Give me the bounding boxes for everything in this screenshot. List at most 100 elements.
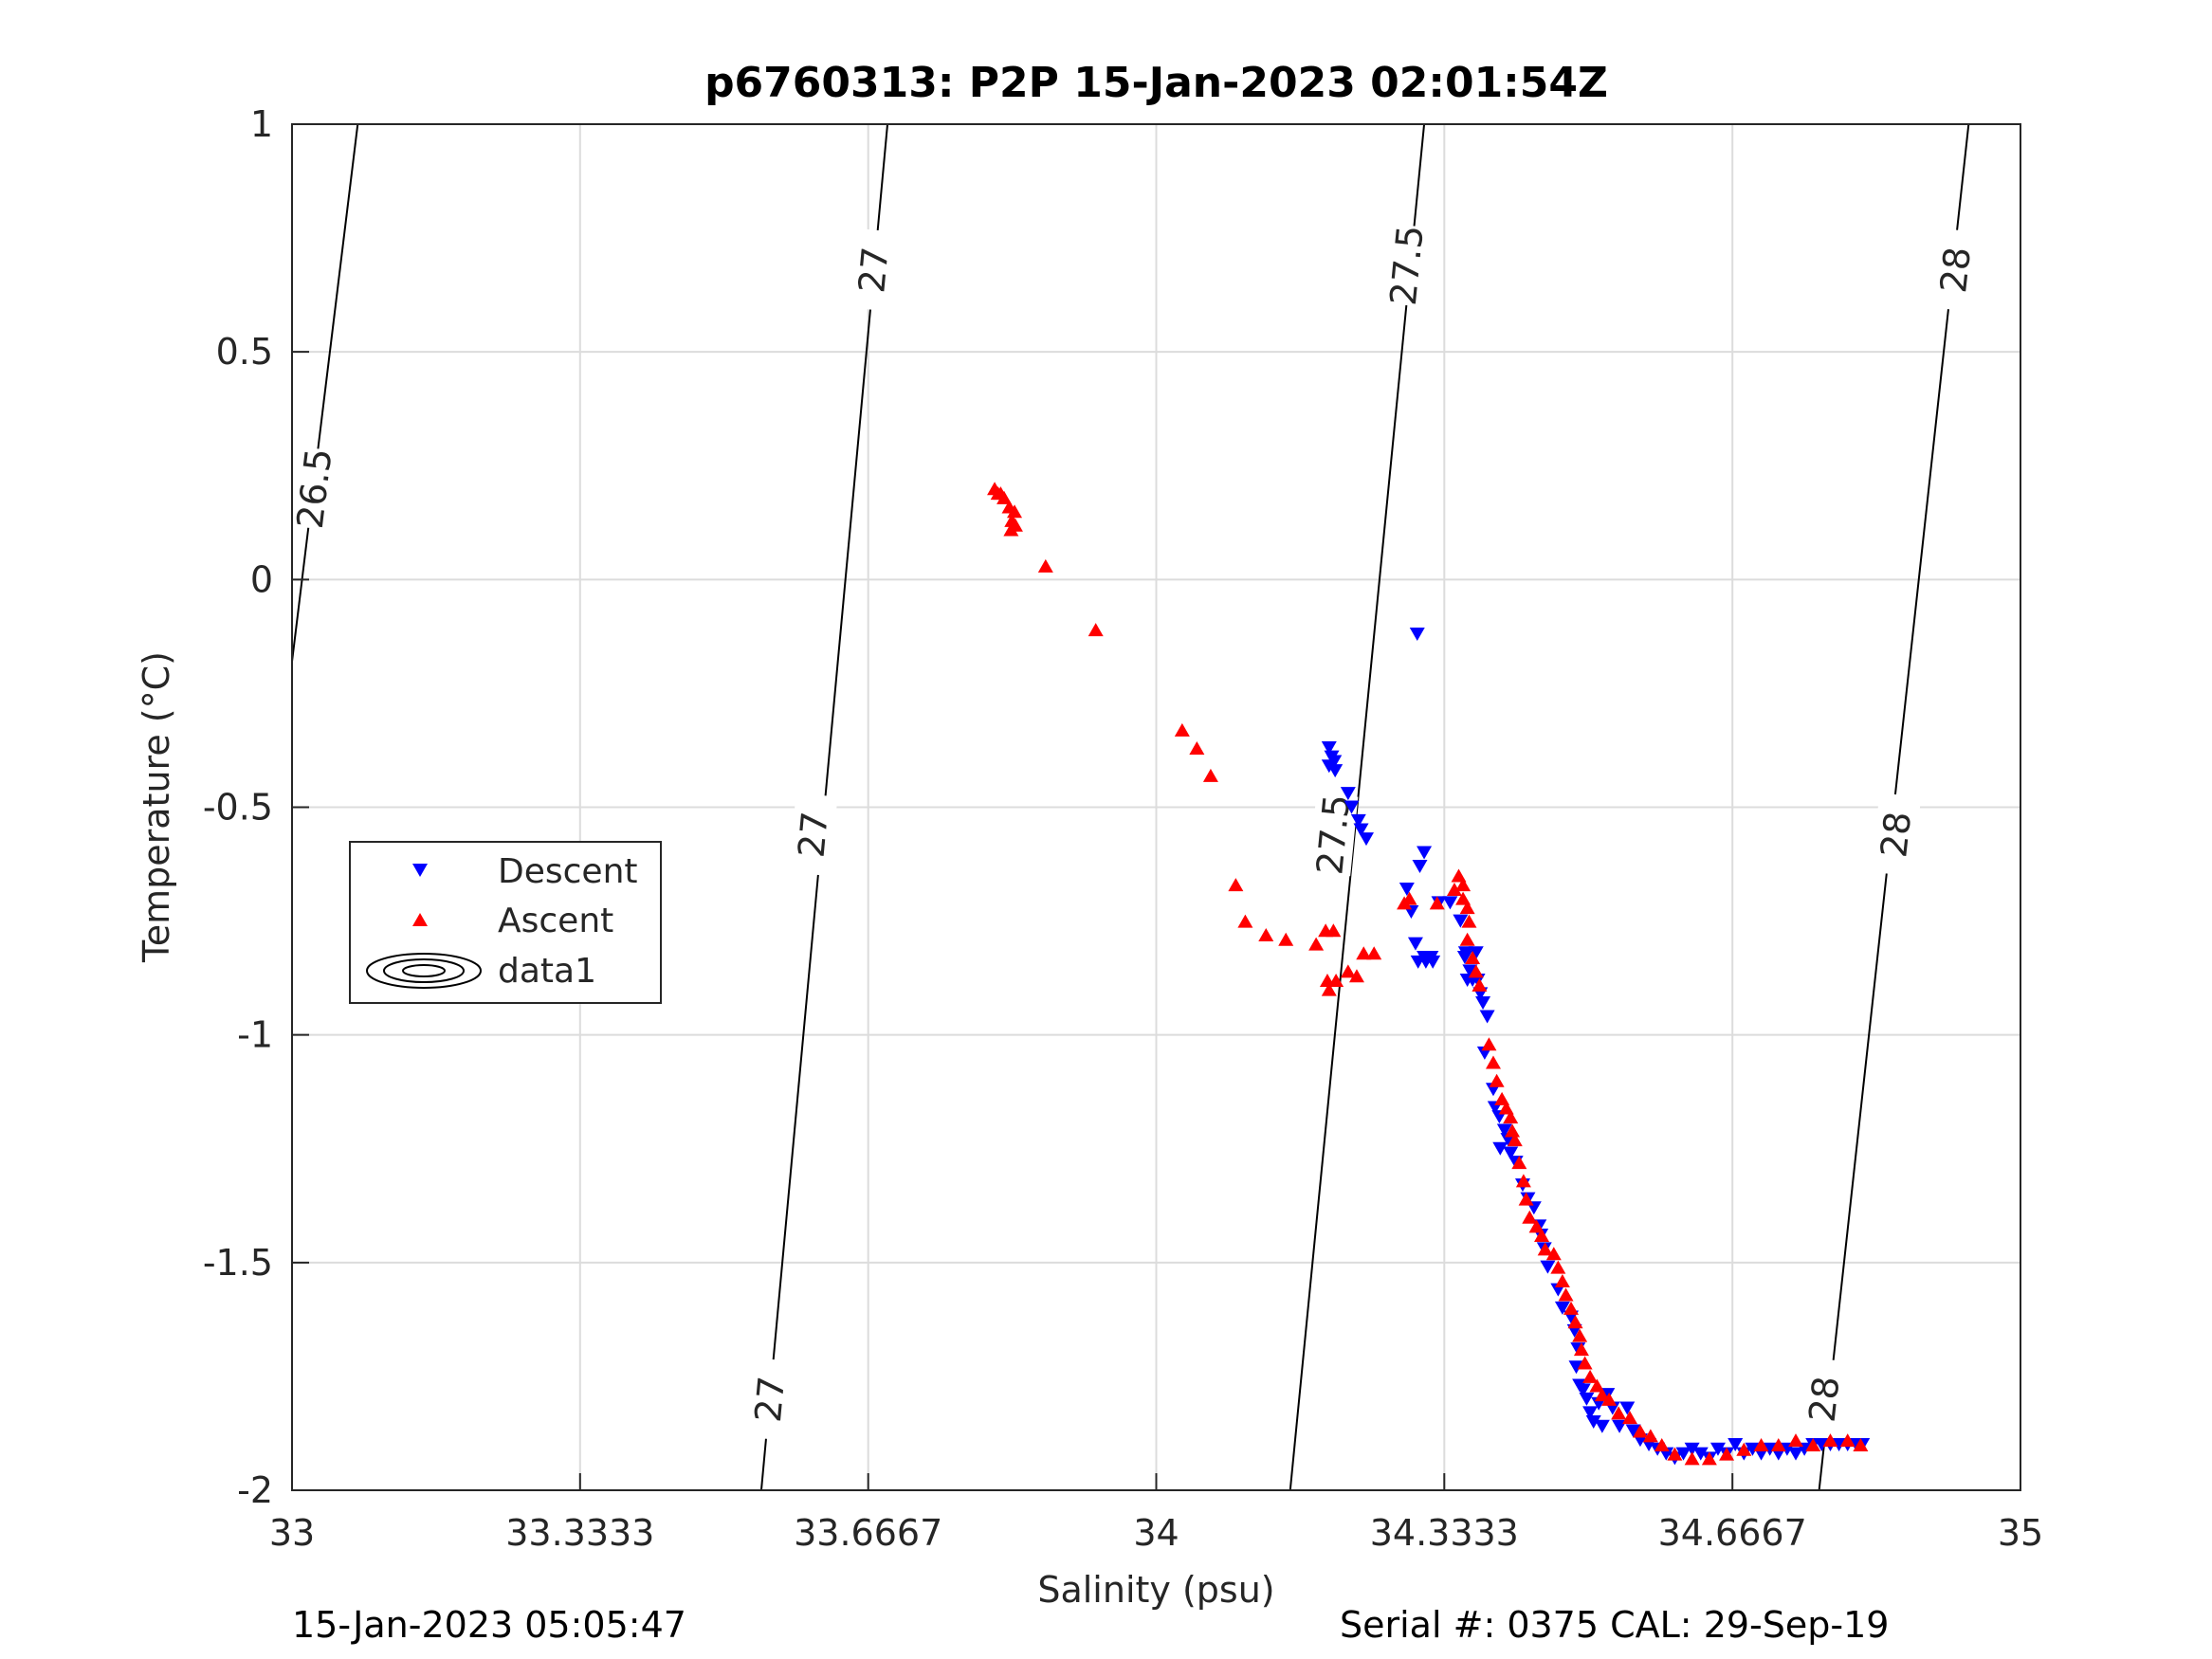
ascent-point — [1328, 974, 1344, 988]
descent-point — [1625, 1424, 1641, 1438]
descent-point — [1462, 964, 1478, 978]
contour-label-background — [788, 793, 838, 877]
ascent-point — [1494, 1091, 1510, 1105]
contour-label-background — [1871, 793, 1922, 877]
descent-point — [1619, 1401, 1636, 1415]
ascent-point — [1518, 1192, 1534, 1206]
y-tick-label: -0.5 — [203, 787, 273, 829]
descent-point — [1442, 896, 1458, 910]
ascent-point — [1642, 1429, 1658, 1443]
ascent-point — [1839, 1433, 1856, 1448]
descent-point — [1350, 813, 1366, 828]
ascent-point — [1511, 1156, 1527, 1170]
ascent-point — [1468, 964, 1484, 978]
ascent-point — [1684, 1451, 1700, 1466]
ascent-point — [1572, 1328, 1588, 1342]
contour-label-background — [1799, 1357, 1850, 1442]
descent-point — [1540, 1260, 1556, 1274]
ascent-point — [1545, 1247, 1562, 1261]
x-tick-label: 35 — [1998, 1512, 2043, 1554]
descent-point — [1468, 946, 1484, 960]
contour-label: 28 — [1873, 810, 1919, 860]
ascent-point — [1554, 1274, 1570, 1288]
descent-point — [1327, 764, 1344, 778]
ascent-point — [1366, 946, 1382, 960]
descent-point — [1788, 1447, 1804, 1461]
descent-point — [1496, 1123, 1512, 1138]
descent-point — [1321, 741, 1337, 756]
ascent-point — [1007, 504, 1023, 519]
ascent-point — [1667, 1447, 1683, 1461]
ascent-point — [1321, 982, 1337, 996]
descent-point — [1407, 937, 1423, 951]
data-series — [987, 482, 1871, 1466]
ascent-point — [1003, 522, 1019, 537]
descent-point — [1479, 1010, 1495, 1024]
descent-point — [1492, 1141, 1508, 1156]
ascent-point — [1594, 1388, 1610, 1402]
ascent-point — [1788, 1433, 1804, 1448]
chart-title: p6760313: P2P 15-Jan-2023 02:01:54Z — [704, 59, 1608, 107]
legend-ascent-marker — [412, 913, 428, 926]
descent-point — [1684, 1442, 1700, 1456]
descent-point — [1398, 882, 1415, 896]
contour-label: 28 — [1932, 245, 1979, 295]
ascent-point — [1401, 891, 1417, 905]
ascent-point — [1753, 1437, 1769, 1451]
ascent-point — [1507, 1133, 1523, 1147]
x-axis-label: Salinity (psu) — [1037, 1569, 1274, 1611]
contour-label: 28 — [1801, 1375, 1848, 1425]
ascent-point — [1325, 923, 1342, 938]
legend-ascent-label: Ascent — [498, 902, 613, 940]
contour-label: 26.5 — [289, 447, 340, 531]
footer-timestamp: 15-Jan-2023 05:05:47 — [292, 1604, 686, 1646]
descent-point — [1692, 1447, 1709, 1461]
footer-serial: Serial #: 0375 CAL: 29-Sep-19 — [1340, 1604, 1890, 1646]
descent-point — [1582, 1406, 1599, 1420]
x-tick-label: 34.6667 — [1658, 1512, 1807, 1554]
x-tick-label: 34 — [1133, 1512, 1179, 1554]
contour-line — [291, 123, 359, 662]
x-tick-label: 33 — [269, 1512, 315, 1554]
descent-point — [1568, 1360, 1584, 1375]
ascent-point — [996, 490, 1013, 504]
legend-descent-marker — [412, 864, 428, 877]
ascent-point — [1481, 1037, 1497, 1051]
descent-point — [1453, 914, 1469, 928]
ascent-point — [1822, 1433, 1838, 1448]
ascent-point — [1489, 1073, 1505, 1087]
ascent-point — [1459, 932, 1475, 946]
contour-label: 27 — [791, 810, 836, 859]
legend-data1-label: data1 — [498, 952, 596, 991]
descent-point — [1456, 951, 1472, 965]
y-tick-label: 0.5 — [216, 331, 273, 373]
descent-point — [1579, 1392, 1595, 1406]
ascent-point — [1550, 1260, 1566, 1274]
ascent-point — [1505, 1123, 1521, 1138]
descent-point — [1675, 1447, 1691, 1461]
ascent-point — [1429, 896, 1445, 910]
descent-point — [1745, 1442, 1761, 1456]
descent-point — [1358, 832, 1374, 847]
axis-ticks: 33 33.3333 33.6667 34 34.3333 34.6667 35 -2 -1.5… — [203, 103, 2043, 1554]
ascent-point — [1446, 882, 1462, 896]
ascent-point — [1356, 946, 1372, 960]
ascent-point — [1237, 914, 1253, 928]
contour-label: 27 — [747, 1375, 793, 1424]
ascent-point — [1522, 1210, 1538, 1224]
ascent-point — [1589, 1378, 1605, 1393]
ascent-point — [1736, 1442, 1752, 1456]
ascent-point — [1654, 1437, 1670, 1451]
descent-point — [1425, 955, 1441, 969]
ascent-point — [1582, 1369, 1599, 1383]
y-tick-label: 1 — [250, 103, 273, 145]
contour-label: 27.5 — [1382, 224, 1432, 307]
contour-label: 27 — [850, 246, 896, 295]
legend-box — [349, 841, 662, 1004]
contour-label-background — [1308, 793, 1359, 877]
ascent-point — [1558, 1287, 1574, 1302]
descent-point — [1594, 1419, 1610, 1433]
descent-point — [1762, 1442, 1778, 1456]
ascent-point — [1534, 1229, 1550, 1243]
